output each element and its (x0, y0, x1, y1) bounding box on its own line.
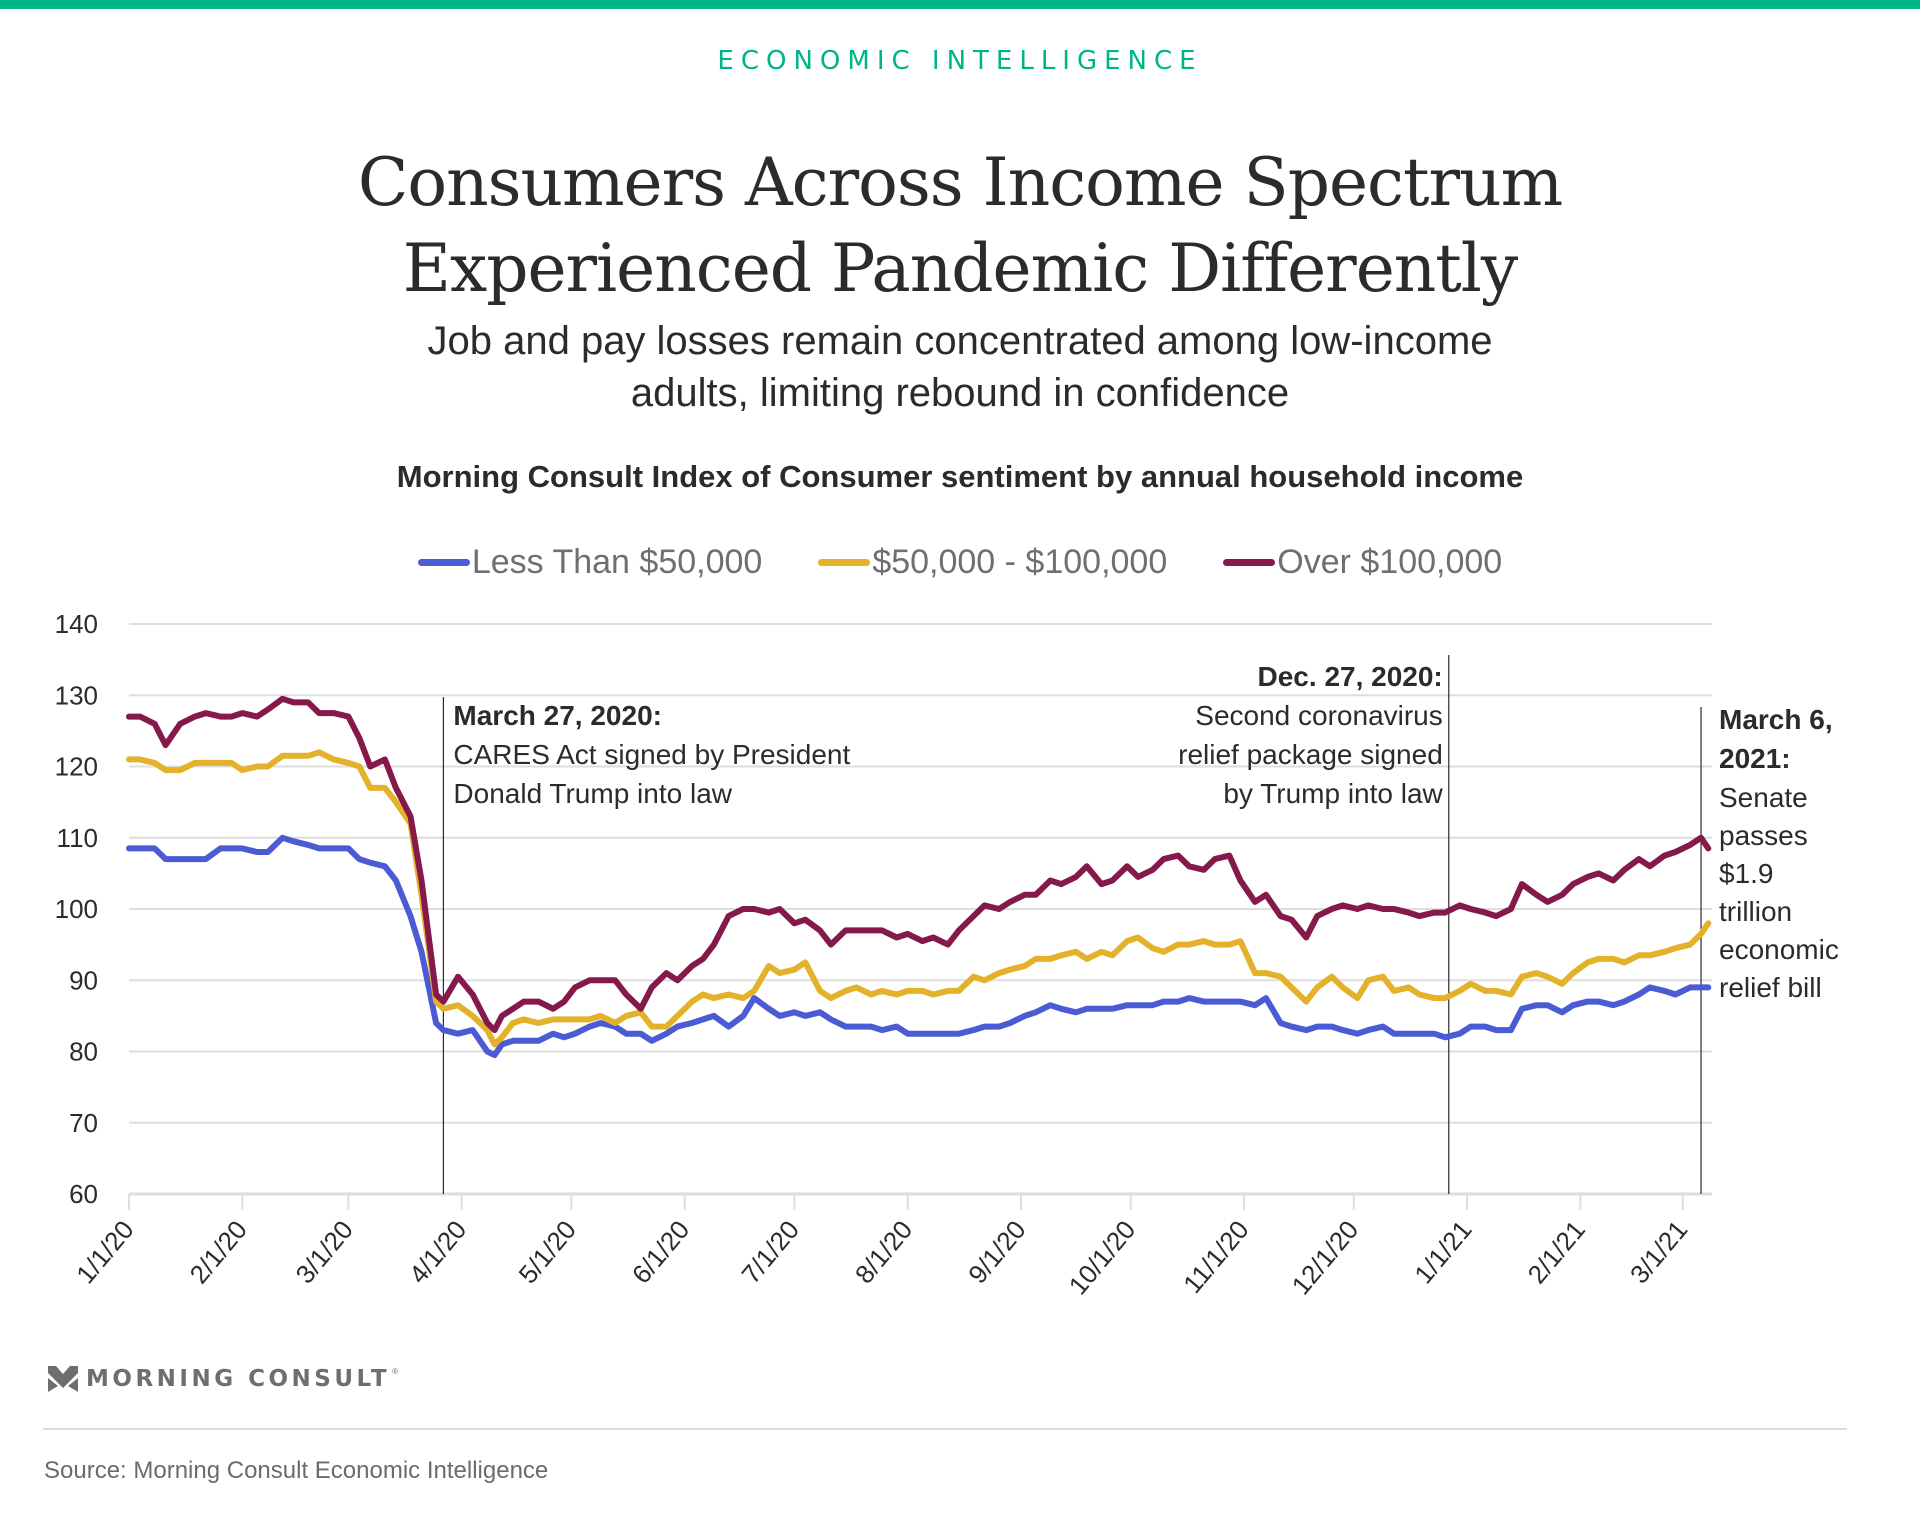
x-tick-label: 5/1/20 (513, 1215, 582, 1290)
annotation-date-cares-act: March 27, 2020: (453, 700, 662, 731)
title-line-1: Consumers Across Income Spectrum (357, 144, 1563, 221)
x-tick-label: 3/1/20 (289, 1215, 358, 1290)
title-line-2: Experienced Pandemic Differently (402, 230, 1518, 307)
x-tick-label: 6/1/20 (626, 1215, 695, 1290)
annotation-date-second-relief: Dec. 27, 2020: (1258, 661, 1443, 692)
series-line-high-income (126, 695, 1712, 1034)
series-lines (126, 695, 1712, 1059)
legend-item-middle-income: $50,000 - $100,000 (818, 543, 1167, 582)
y-tick-label: 70 (69, 1108, 98, 1138)
legend-item-high-income: Over $100,000 (1223, 543, 1502, 582)
x-tick-label: 10/1/20 (1063, 1215, 1142, 1301)
logo-text: MORNING CONSULT (86, 1366, 391, 1392)
y-tick-label: 120 (55, 752, 98, 782)
x-tick-label: 2/1/21 (1522, 1215, 1591, 1290)
annotation-text-senate-relief: relief bill (1719, 972, 1822, 1003)
x-tick-label: 8/1/20 (849, 1215, 918, 1290)
x-tick-label: 1/1/21 (1408, 1215, 1477, 1290)
morning-consult-chevron-icon (48, 1366, 78, 1392)
x-tick-label: 2/1/20 (183, 1215, 252, 1290)
legend-label-low-income: Less Than $50,000 (471, 543, 763, 581)
top-accent-bar (0, 0, 1920, 9)
x-tick-label: 9/1/20 (962, 1215, 1031, 1290)
annotation-text-cares-act: CARES Act signed by President (453, 739, 850, 770)
annotations: March 27, 2020: CARES Act signed by Presi… (442, 655, 1839, 1194)
x-axis: 1/1/20 2/1/20 3/1/20 4/1/20 5/1/20 6/1/20 7/1/… (70, 1194, 1693, 1300)
legend-swatch-high-income (1223, 559, 1276, 566)
x-tick-label: 11/1/20 (1177, 1215, 1255, 1299)
y-axis: 60 70 80 90 100 110 120 130 140 (55, 609, 98, 1209)
page-subtitle: Job and pay losses remain concentrated a… (0, 315, 1920, 419)
chart-title: Morning Consult Index of Consumer sentim… (396, 459, 1524, 494)
legend-swatch-middle-income (818, 559, 871, 566)
y-tick-label: 80 (69, 1037, 98, 1067)
page-title: Consumers Across Income Spectrum Experie… (0, 140, 1920, 312)
source-note: Source: Morning Consult Economic Intelli… (44, 1457, 549, 1484)
annotation-text-second-relief: Second coronavirus (1195, 700, 1442, 731)
annotation-text-senate-relief: trillion (1719, 896, 1792, 927)
section-kicker: ECONOMIC INTELLIGENCE (717, 46, 1203, 76)
y-tick-label: 90 (69, 965, 98, 995)
annotation-text-senate-relief: economic (1719, 934, 1839, 965)
y-tick-label: 100 (55, 894, 98, 924)
y-tick-label: 140 (55, 609, 98, 639)
legend-swatch-low-income (417, 559, 470, 566)
chart-legend: Less Than $50,000 $50,000 - $100,000 Ove… (0, 543, 1920, 582)
legend-item-low-income: Less Than $50,000 (417, 543, 763, 582)
y-tick-label: 110 (57, 823, 98, 853)
annotation-text-senate-relief: passes (1719, 820, 1808, 851)
footer-divider (43, 1428, 1847, 1430)
morning-consult-logo: MORNING CONSULT ® (48, 1366, 398, 1392)
annotation-date-senate-relief: 2021: (1719, 743, 1791, 774)
annotation-text-cares-act: Donald Trump into law (453, 778, 732, 809)
y-tick-label: 60 (69, 1179, 98, 1209)
legend-label-high-income: Over $100,000 (1277, 543, 1503, 581)
annotation-text-second-relief: by Trump into law (1223, 778, 1443, 809)
registered-mark: ® (392, 1366, 398, 1376)
subtitle-line-2: adults, limiting rebound in confidence (630, 371, 1290, 415)
annotation-date-senate-relief: March 6, (1719, 704, 1833, 735)
annotation-text-senate-relief: Senate (1719, 782, 1808, 813)
annotation-text-second-relief: relief package signed (1178, 739, 1443, 770)
x-tick-label: 1/1/20 (70, 1215, 139, 1290)
x-tick-label: 3/1/21 (1624, 1215, 1693, 1290)
series-line-middle-income (126, 749, 1712, 1048)
legend-label-middle-income: $50,000 - $100,000 (872, 543, 1168, 581)
y-tick-label: 130 (55, 680, 98, 710)
annotation-text-senate-relief: $1.9 (1719, 858, 1774, 889)
gridlines (129, 623, 1712, 1196)
x-tick-label: 4/1/20 (403, 1215, 472, 1290)
subtitle-line-1: Job and pay losses remain concentrated a… (427, 319, 1493, 363)
series-line-low-income (126, 834, 1712, 1059)
x-tick-label: 12/1/20 (1286, 1215, 1365, 1301)
x-tick-label: 7/1/20 (736, 1215, 805, 1290)
